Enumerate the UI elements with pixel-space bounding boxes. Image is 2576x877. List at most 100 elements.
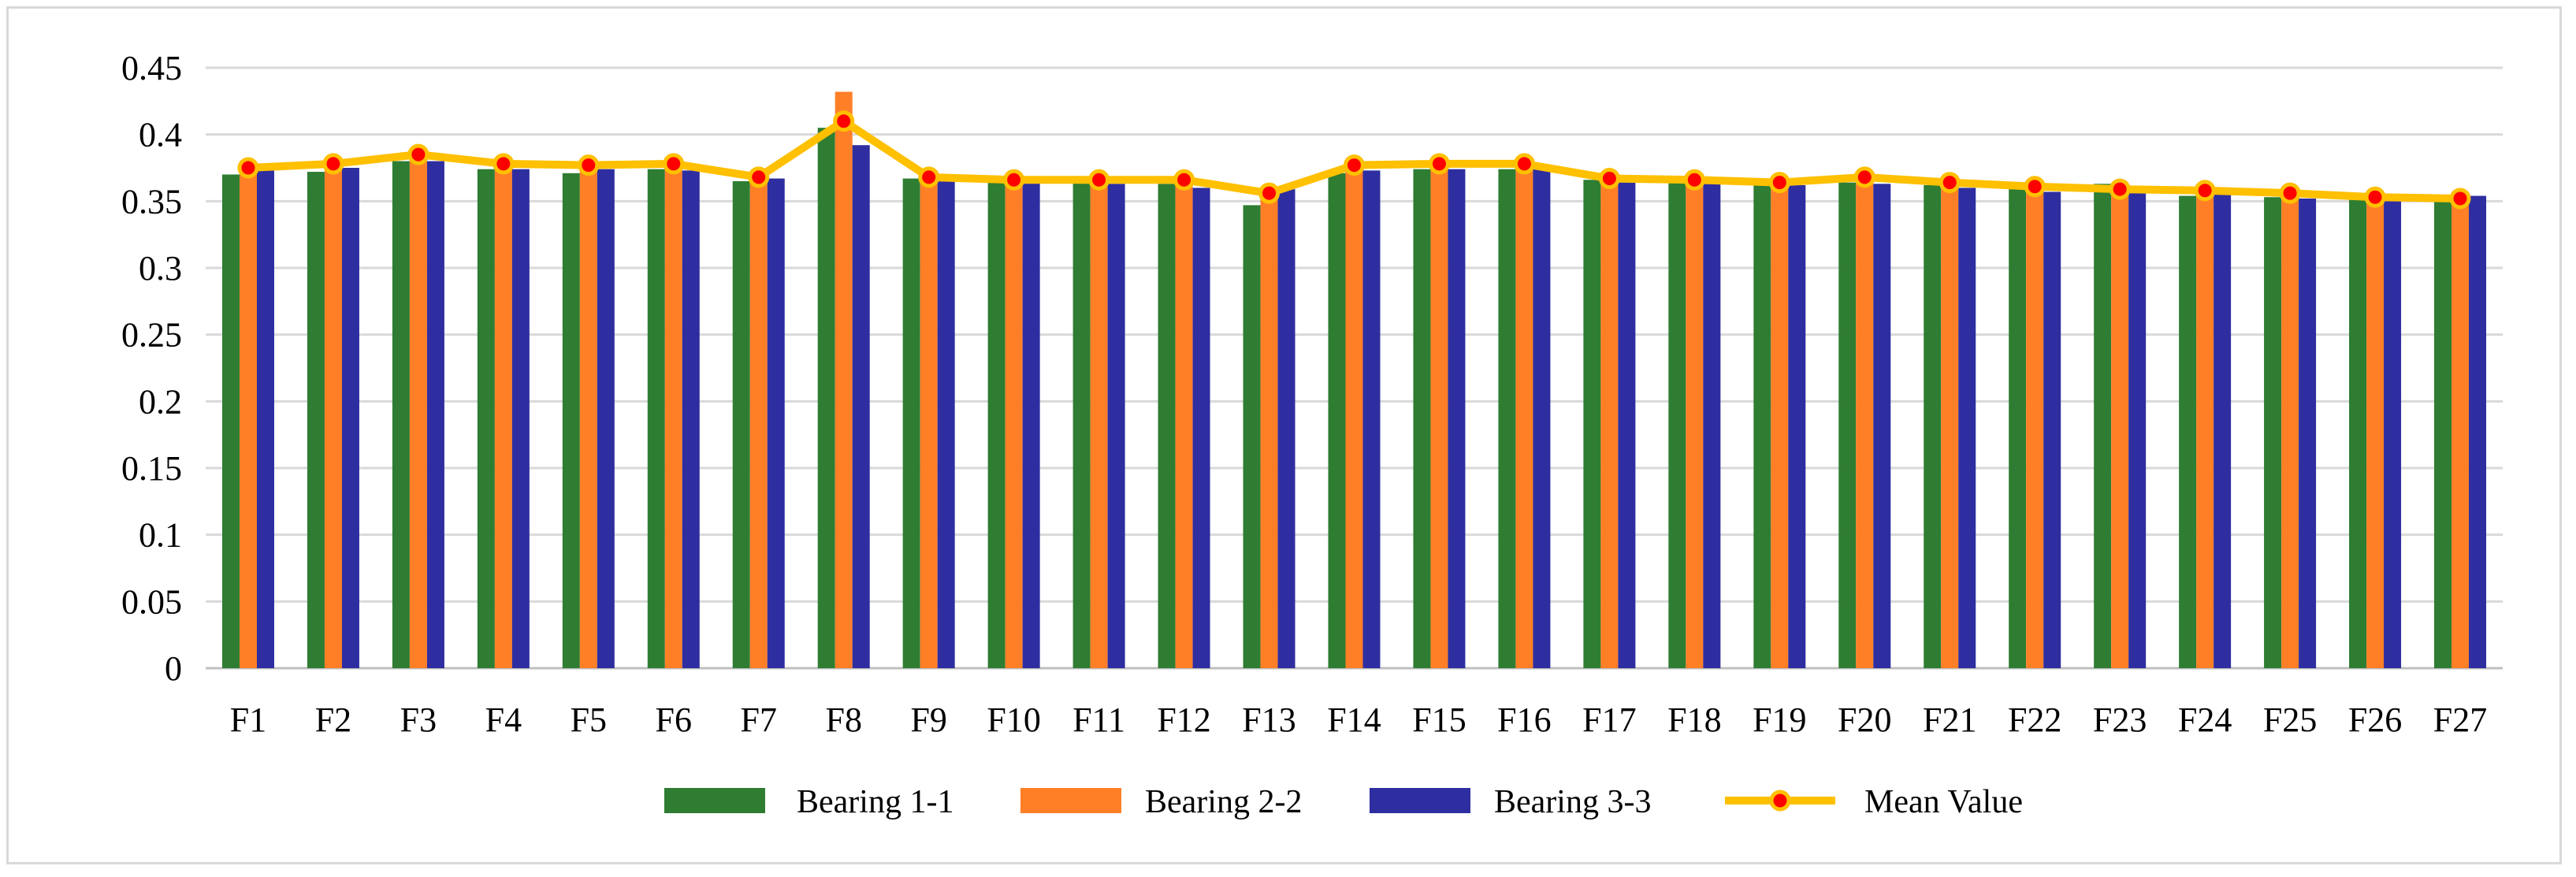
y-tick-label: 0.05 bbox=[121, 582, 182, 621]
bar-bearing-3-3-f24 bbox=[2214, 194, 2232, 668]
bar-bearing-1-1-f6 bbox=[647, 169, 665, 668]
y-tick-label: 0.4 bbox=[139, 116, 182, 154]
mean-marker-f7 bbox=[748, 166, 770, 188]
mean-marker-f10 bbox=[1003, 169, 1025, 191]
legend-swatch-bearing-2-2 bbox=[1020, 788, 1121, 813]
bar-bearing-2-2-f14 bbox=[1345, 159, 1363, 669]
bar-bearing-1-1-f18 bbox=[1668, 182, 1686, 669]
bar-bearing-3-3-f7 bbox=[767, 178, 785, 669]
bar-bearing-2-2-f20 bbox=[1856, 172, 1874, 668]
mean-marker-f5 bbox=[578, 154, 600, 177]
legend: Bearing 1-1 Bearing 2-2 Bearing 3-3 Mean Va… bbox=[664, 784, 2023, 820]
mean-marker-f22 bbox=[2024, 176, 2046, 198]
x-tick-label: F16 bbox=[1497, 700, 1551, 739]
bar-bearing-2-2-f13 bbox=[1260, 191, 1278, 669]
x-tick-label: F3 bbox=[400, 700, 437, 739]
bar-bearing-3-3-f11 bbox=[1107, 184, 1125, 668]
y-tick-label: 0.45 bbox=[121, 49, 182, 87]
bar-bearing-2-2-f25 bbox=[2281, 193, 2299, 668]
bar-bearing-1-1-f8 bbox=[817, 128, 835, 668]
mean-marker-f4 bbox=[493, 153, 515, 175]
legend-swatch-bearing-1-1 bbox=[664, 788, 765, 813]
y-tick-label: 0.35 bbox=[121, 182, 182, 221]
mean-marker-f26 bbox=[2364, 186, 2386, 208]
bar-bearing-2-2-f27 bbox=[2451, 198, 2470, 669]
bar-bearing-2-2-f21 bbox=[1941, 182, 1959, 669]
bar-bearing-1-1-f5 bbox=[562, 173, 580, 669]
bar-bearing-3-3-f5 bbox=[597, 169, 615, 668]
bar-bearing-3-3-f22 bbox=[2043, 191, 2061, 669]
bar-bearing-3-3-f21 bbox=[1958, 188, 1976, 668]
x-tick-label: F9 bbox=[910, 700, 946, 739]
x-tick-label: F1 bbox=[230, 700, 266, 739]
bars bbox=[221, 91, 2487, 669]
mean-marker-f23 bbox=[2109, 178, 2131, 200]
bar-bearing-2-2-f10 bbox=[1005, 173, 1023, 669]
bar-bearing-3-3-f2 bbox=[341, 168, 359, 668]
bar-bearing-2-2-f7 bbox=[749, 176, 768, 668]
bar-bearing-3-3-f13 bbox=[1277, 189, 1295, 669]
x-tick-label: F4 bbox=[485, 700, 522, 739]
y-tick-label: 0.15 bbox=[121, 449, 182, 488]
bar-bearing-2-2-f23 bbox=[2111, 185, 2129, 669]
bar-bearing-1-1-f3 bbox=[392, 161, 410, 669]
bar-bearing-1-1-f23 bbox=[2094, 184, 2112, 668]
mean-marker-f18 bbox=[1683, 169, 1705, 191]
x-tick-label: F7 bbox=[741, 700, 777, 739]
bar-bearing-3-3-f23 bbox=[2128, 190, 2147, 668]
bar-bearing-1-1-f10 bbox=[987, 180, 1005, 668]
x-tick-label: F6 bbox=[656, 700, 692, 739]
y-tick-label: 0 bbox=[165, 649, 182, 688]
mean-marker-f1 bbox=[237, 157, 259, 179]
bar-bearing-3-3-f15 bbox=[1448, 169, 1466, 668]
x-tick-label: F15 bbox=[1412, 700, 1466, 739]
bar-bearing-1-1-f20 bbox=[1838, 182, 1857, 669]
mean-marker-f17 bbox=[1598, 168, 1620, 190]
legend-swatch-bearing-3-3 bbox=[1370, 788, 1470, 813]
x-tick-label: F8 bbox=[825, 700, 861, 739]
bar-bearing-1-1-f21 bbox=[1924, 185, 1942, 669]
bar-bearing-3-3-f20 bbox=[1873, 184, 1891, 668]
bar-bearing-3-3-f27 bbox=[2469, 195, 2487, 668]
bar-bearing-3-3-f9 bbox=[937, 180, 955, 668]
y-tick-labels: 0 0.05 0.1 0.15 0.2 0.25 0.3 0.35 0.4 0.45 bbox=[121, 49, 182, 688]
x-tick-label: F24 bbox=[2178, 700, 2232, 739]
x-tick-label: F13 bbox=[1242, 700, 1295, 739]
y-tick-label: 0.1 bbox=[139, 516, 182, 555]
bar-bearing-3-3-f1 bbox=[256, 170, 274, 669]
mean-marker-f20 bbox=[1853, 166, 1875, 188]
mean-marker-f8 bbox=[833, 110, 855, 132]
x-tick-label: F23 bbox=[2093, 700, 2147, 739]
x-tick-label: F26 bbox=[2348, 700, 2402, 739]
bar-bearing-3-3-f14 bbox=[1362, 170, 1381, 669]
bar-bearing-1-1-f24 bbox=[2179, 195, 2197, 668]
mean-marker-f16 bbox=[1513, 153, 1535, 175]
bar-bearing-3-3-f12 bbox=[1192, 188, 1210, 668]
mean-marker-f19 bbox=[1768, 172, 1790, 194]
x-tick-label: F17 bbox=[1582, 700, 1636, 739]
bar-bearing-2-2-f6 bbox=[664, 157, 682, 668]
legend-label-bearing-3-3: Bearing 3-3 bbox=[1494, 784, 1651, 820]
bar-bearing-1-1-f9 bbox=[902, 178, 920, 669]
bar-bearing-1-1-f11 bbox=[1072, 182, 1091, 669]
bar-bearing-3-3-f3 bbox=[426, 161, 444, 669]
x-tick-label: F21 bbox=[1923, 700, 1976, 739]
legend-label-mean-value: Mean Value bbox=[1864, 784, 2023, 820]
bar-bearing-3-3-f10 bbox=[1022, 182, 1040, 669]
x-tick-labels: F1 F2 F3 F4 F5 F6 F7 F8 F9 F10 F11 F12 F13 F14 F15 F16 F… bbox=[230, 700, 2488, 739]
chart-frame: F1 F2 F3 F4 F5 F6 F7 F8 F9 F10 F11 F12 F13 F14 F15 F16 F… bbox=[6, 6, 2562, 864]
bar-bearing-3-3-f26 bbox=[2384, 201, 2402, 669]
bar-bearing-2-2-f18 bbox=[1686, 174, 1704, 668]
x-tick-label: F14 bbox=[1327, 700, 1381, 739]
bar-bearing-2-2-f2 bbox=[324, 162, 342, 668]
bar-bearing-3-3-f25 bbox=[2299, 198, 2317, 669]
bar-bearing-3-3-f19 bbox=[1788, 185, 1806, 669]
mean-line bbox=[237, 110, 2471, 210]
bar-bearing-3-3-f18 bbox=[1703, 184, 1721, 668]
bar-bearing-2-2-f26 bbox=[2366, 197, 2385, 669]
x-tick-label: F10 bbox=[987, 700, 1040, 739]
x-tick-label: F2 bbox=[315, 700, 351, 739]
legend-marker-mean-value bbox=[1769, 790, 1791, 812]
legend-label-bearing-1-1: Bearing 1-1 bbox=[797, 784, 953, 820]
chart-svg: F1 F2 F3 F4 F5 F6 F7 F8 F9 F10 F11 F12 F13 F14 F15 F16 F… bbox=[121, 49, 2503, 820]
